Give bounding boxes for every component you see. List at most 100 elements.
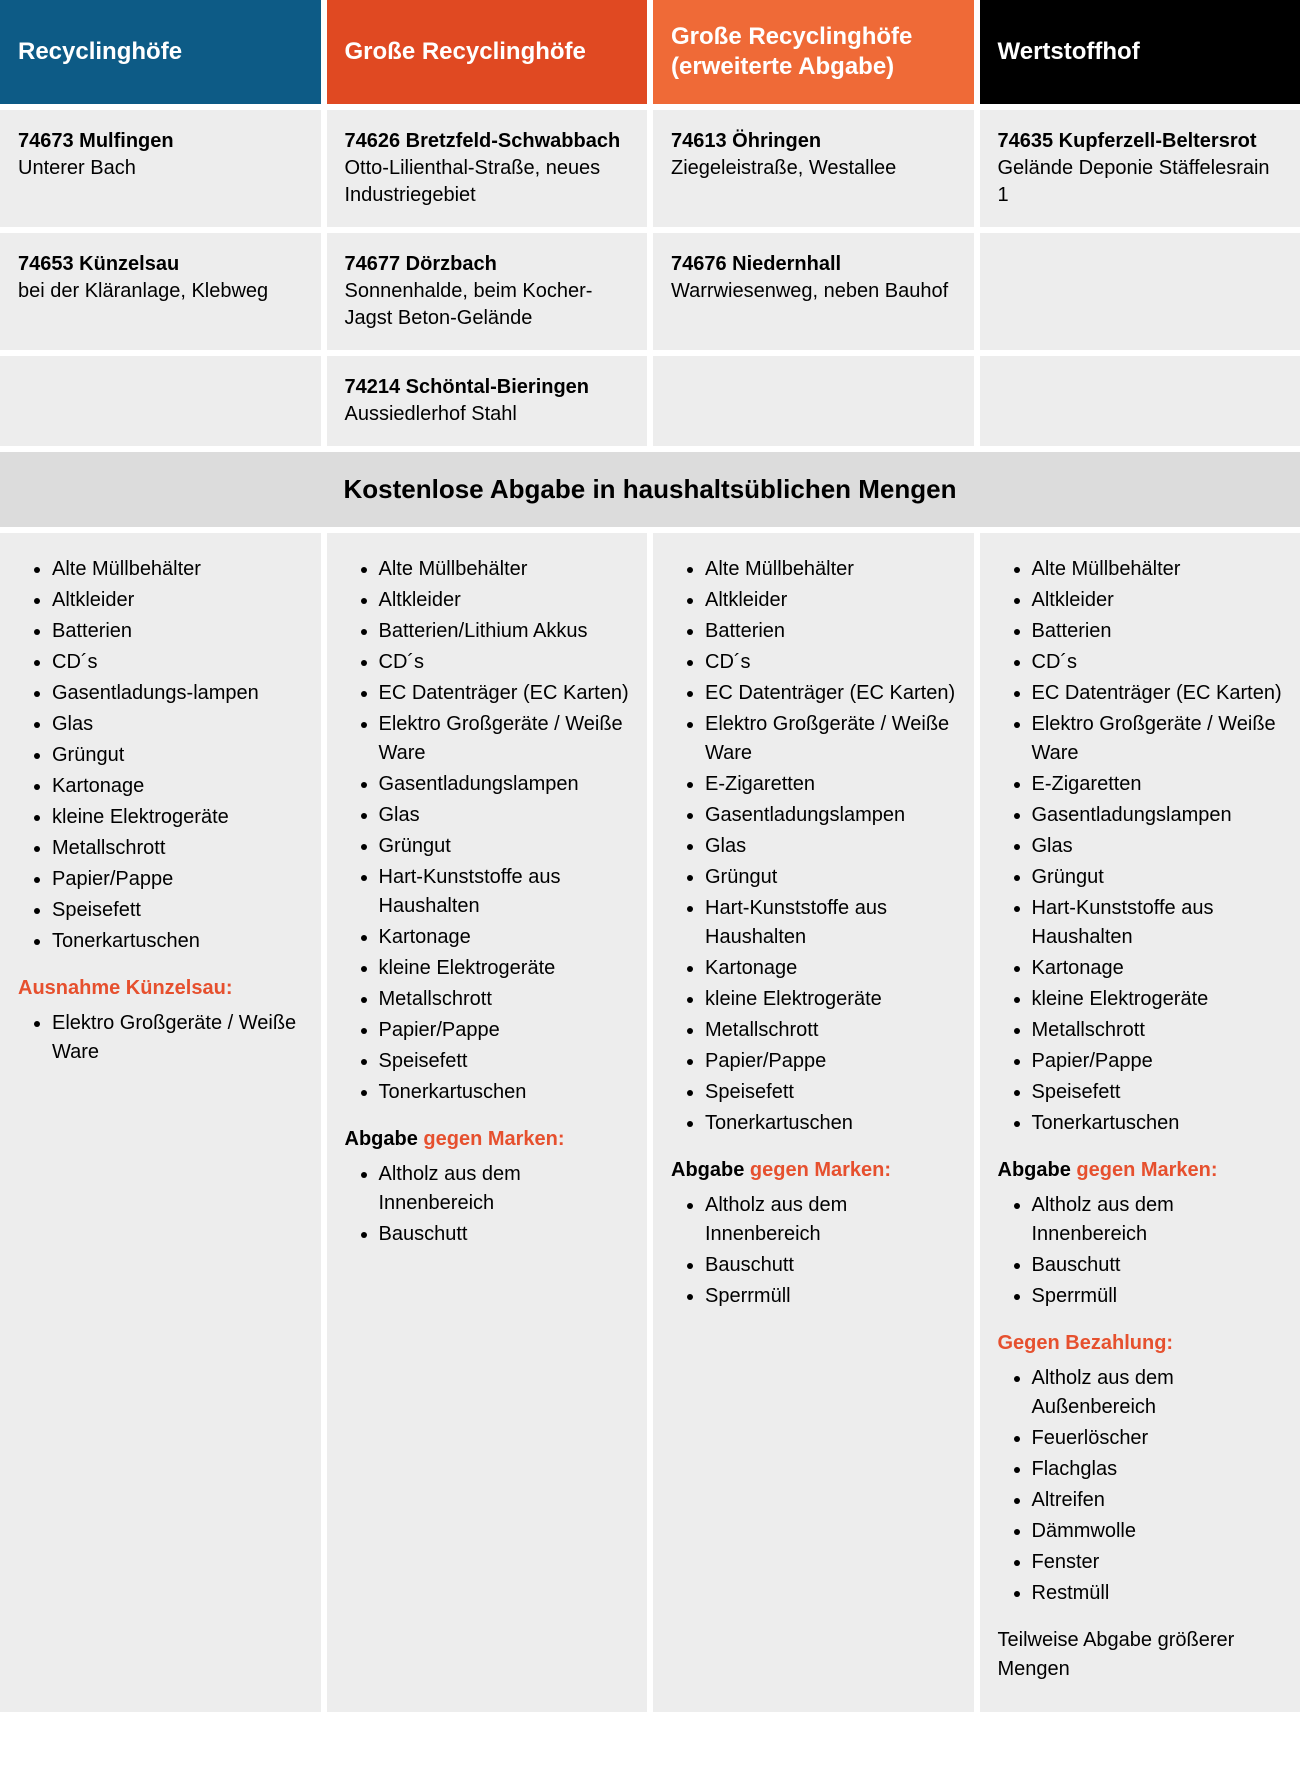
list-item: Glas (52, 710, 303, 739)
payment-heading: Gegen Bezahlung: (998, 1329, 1283, 1358)
list-item: Altholz aus dem Außenbereich (1032, 1364, 1283, 1422)
list-item: Gasentladungslampen (379, 770, 630, 799)
list-item: kleine Elektrogeräte (705, 985, 956, 1014)
item-list: Alte MüllbehälterAltkleiderBatterienCD´s… (18, 555, 303, 956)
location-address: Ziegeleistraße, Westallee (671, 155, 956, 182)
list-item: Altkleider (52, 586, 303, 615)
list-item: Tonerkartuschen (379, 1078, 630, 1107)
location-zip: 74613 Öhringen (671, 128, 956, 155)
location-cell: 74635 Kupferzell-BeltersrotGelände Depon… (980, 110, 1300, 227)
list-item: Hart-Kunststoffe aus Haushalten (1032, 894, 1283, 952)
location-cell: 74626 Bretzfeld-SchwabbachOtto-Lilientha… (327, 110, 648, 227)
list-item: Dämmwolle (1032, 1517, 1283, 1546)
list-item: Glas (1032, 832, 1283, 861)
list-item: Altholz aus dem Innenbereich (379, 1160, 630, 1218)
list-item: Gasentladungslampen (1032, 801, 1283, 830)
location-address: Otto-Lilienthal-Straße, neues Industrieg… (345, 155, 630, 209)
location-cell (653, 356, 974, 446)
list-item: CD´s (379, 648, 630, 677)
list-item: Speisefett (1032, 1078, 1283, 1107)
list-item: kleine Elektrogeräte (1032, 985, 1283, 1014)
location-cell (0, 356, 321, 446)
list-item: Altholz aus dem Innenbereich (1032, 1191, 1283, 1249)
list-item: Papier/Pappe (1032, 1047, 1283, 1076)
list-item: Bauschutt (1032, 1251, 1283, 1280)
list-item: Grüngut (1032, 863, 1283, 892)
list-item: Elektro Großgeräte / Weiße Ware (52, 1009, 303, 1067)
list-item: Altkleider (705, 586, 956, 615)
list-item: Speisefett (705, 1078, 956, 1107)
list-item: Batterien (52, 617, 303, 646)
list-item: Alte Müllbehälter (1032, 555, 1283, 584)
col-header-3: Wertstoffhof (980, 0, 1300, 104)
item-list: Elektro Großgeräte / Weiße Ware (18, 1009, 303, 1067)
list-item: Sperrmüll (1032, 1282, 1283, 1311)
location-cell: 74677 DörzbachSonnenhalde, beim Kocher-J… (327, 233, 648, 350)
list-item: Gasentladungs-lampen (52, 679, 303, 708)
list-item: Hart-Kunststoffe aus Haushalten (379, 863, 630, 921)
list-item: Metallschrott (52, 834, 303, 863)
list-item: Altkleider (1032, 586, 1283, 615)
col-header-2: Große Recyclinghöfe (erweiterte Abgabe) (653, 0, 974, 104)
list-item: Glas (379, 801, 630, 830)
list-item: Batterien/Lithium Akkus (379, 617, 630, 646)
list-item: Tonerkartuschen (705, 1109, 956, 1138)
list-item: Restmüll (1032, 1579, 1283, 1608)
materials-col-1: Alte MüllbehälterAltkleiderBatterien/Lit… (327, 533, 648, 1712)
list-item: Papier/Pappe (52, 865, 303, 894)
note-text: Teilweise Abgabe größerer Mengen (998, 1626, 1283, 1684)
list-item: Elektro Großgeräte / Weiße Ware (705, 710, 956, 768)
list-item: Glas (705, 832, 956, 861)
location-cell: 74653 Künzelsaubei der Kläranlage, Klebw… (0, 233, 321, 350)
location-address: bei der Kläranlage, Klebweg (18, 278, 303, 305)
list-item: E-Zigaretten (1032, 770, 1283, 799)
item-list: Alte MüllbehälterAltkleiderBatterienCD´s… (671, 555, 956, 1138)
list-item: Elektro Großgeräte / Weiße Ware (379, 710, 630, 768)
list-item: Elektro Großgeräte / Weiße Ware (1032, 710, 1283, 768)
location-zip: 74214 Schöntal-Bieringen (345, 374, 630, 401)
list-item: Metallschrott (705, 1016, 956, 1045)
item-list: Altholz aus dem AußenbereichFeuerlöscher… (998, 1364, 1283, 1608)
list-item: Feuerlöscher (1032, 1424, 1283, 1453)
location-address: Aussiedlerhof Stahl (345, 401, 630, 428)
exception-heading: Ausnahme Künzelsau: (18, 974, 303, 1003)
item-list: Altholz aus dem InnenbereichBauschutt (345, 1160, 630, 1249)
list-item: Grüngut (705, 863, 956, 892)
location-address: Warrwiesenweg, neben Bauhof (671, 278, 956, 305)
list-item: CD´s (1032, 648, 1283, 677)
list-item: Metallschrott (1032, 1016, 1283, 1045)
location-zip: 74677 Dörzbach (345, 251, 630, 278)
location-address: Sonnenhalde, beim Kocher-Jagst Beton-Gel… (345, 278, 630, 332)
location-zip: 74635 Kupferzell-Beltersrot (998, 128, 1283, 155)
col-header-0: Recyclinghöfe (0, 0, 321, 104)
list-item: EC Datenträger (EC Karten) (1032, 679, 1283, 708)
recycling-table: Recyclinghöfe Große Recyclinghöfe Große … (0, 0, 1300, 1712)
list-item: EC Datenträger (EC Karten) (705, 679, 956, 708)
list-item: Speisefett (379, 1047, 630, 1076)
item-list: Altholz aus dem InnenbereichBauschuttSpe… (998, 1191, 1283, 1311)
list-item: Sperrmüll (705, 1282, 956, 1311)
list-item: Kartonage (52, 772, 303, 801)
list-item: Flachglas (1032, 1455, 1283, 1484)
list-item: CD´s (705, 648, 956, 677)
list-item: Hart-Kunststoffe aus Haushalten (705, 894, 956, 952)
list-item: Gasentladungslampen (705, 801, 956, 830)
list-item: Tonerkartuschen (1032, 1109, 1283, 1138)
list-item: kleine Elektrogeräte (52, 803, 303, 832)
list-item: CD´s (52, 648, 303, 677)
item-list: Altholz aus dem InnenbereichBauschuttSpe… (671, 1191, 956, 1311)
location-zip: 74676 Niedernhall (671, 251, 956, 278)
col-header-1: Große Recyclinghöfe (327, 0, 648, 104)
location-cell: 74673 MulfingenUnterer Bach (0, 110, 321, 227)
location-cell (980, 356, 1300, 446)
list-item: Bauschutt (705, 1251, 956, 1280)
list-item: Kartonage (705, 954, 956, 983)
item-list: Alte MüllbehälterAltkleiderBatterienCD´s… (998, 555, 1283, 1138)
list-item: Tonerkartuschen (52, 927, 303, 956)
list-item: Altholz aus dem Innenbereich (705, 1191, 956, 1249)
list-item: Batterien (1032, 617, 1283, 646)
list-item: Grüngut (52, 741, 303, 770)
materials-col-3: Alte MüllbehälterAltkleiderBatterienCD´s… (980, 533, 1300, 1712)
materials-col-0: Alte MüllbehälterAltkleiderBatterienCD´s… (0, 533, 321, 1712)
list-item: Altkleider (379, 586, 630, 615)
